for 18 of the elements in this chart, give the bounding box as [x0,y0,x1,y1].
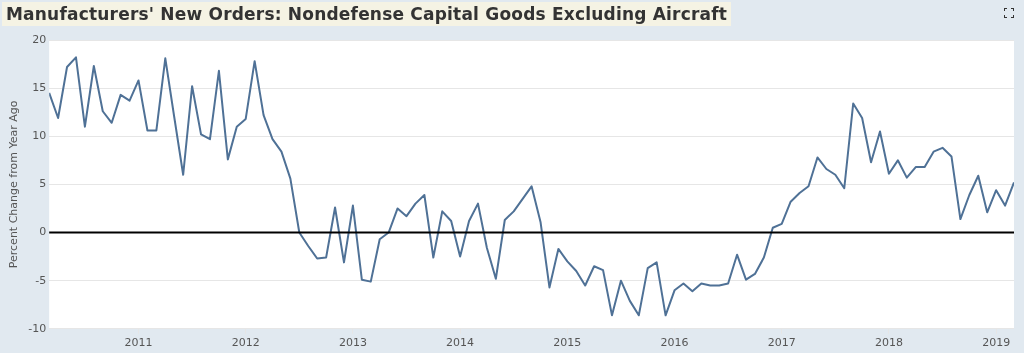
x-tick-label: 2013 [338,336,367,350]
x-tick-label: 2017 [767,336,796,350]
y-tick-label: -5 [35,273,47,287]
x-tick-label: 2016 [660,336,689,350]
chart-title: Manufacturers' New Orders: Nondefense Capital Goods Excluding Aircraft [2,2,732,26]
x-tick-label: 2011 [124,336,153,350]
x-tick-label: 2015 [553,336,582,350]
y-tick-label: 10 [32,129,47,143]
y-tick-label: 20 [32,32,47,46]
y-tick-label: 5 [39,177,47,191]
y-tick-label: -10 [28,321,47,335]
y-axis-title: Percent Change from Year Ago [7,100,21,269]
x-tick-label: 2014 [446,336,475,350]
y-tick-label: 0 [39,225,47,239]
x-tick-label: 2012 [231,336,260,350]
x-tick-label: 2018 [874,336,903,350]
y-tick-label: 15 [32,80,47,94]
x-tick-label: 2019 [982,336,1011,350]
